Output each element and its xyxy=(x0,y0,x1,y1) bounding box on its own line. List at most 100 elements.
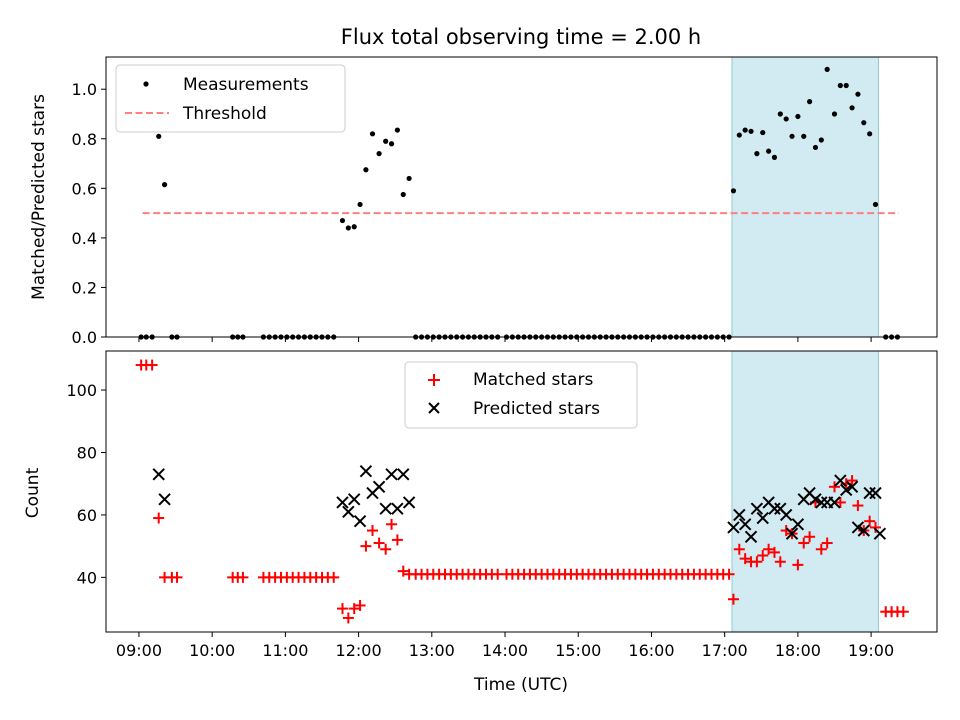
predicted-star-marker xyxy=(152,468,165,481)
predicted-star-marker xyxy=(158,493,171,506)
predicted-star-marker xyxy=(379,502,392,515)
matched-star-marker xyxy=(739,553,751,565)
y-tick-label: 40 xyxy=(77,568,97,587)
measurement-point xyxy=(156,133,162,139)
measurement-point xyxy=(376,151,382,157)
measurement-point xyxy=(872,201,879,208)
predicted-star-marker-b xyxy=(733,508,746,522)
predicted-star-marker-b xyxy=(391,502,404,515)
measurement-point xyxy=(766,148,772,154)
predicted-star-marker-b xyxy=(845,480,859,494)
measurement-point xyxy=(837,82,843,89)
predicted-star-marker xyxy=(791,518,805,531)
measurement-point xyxy=(849,105,855,111)
predicted-star-marker xyxy=(727,521,740,534)
predicted-star-marker xyxy=(768,502,781,515)
predicted-star-marker xyxy=(845,480,859,494)
top-shaded-region xyxy=(731,56,879,338)
matched-star-marker xyxy=(391,534,403,546)
matched-star-marker xyxy=(733,543,745,555)
y-tick-label: 60 xyxy=(77,506,97,525)
predicted-star-marker xyxy=(744,530,758,543)
legend-matched-label: Matched stars xyxy=(473,370,593,390)
predicted-star-marker-b xyxy=(152,468,165,481)
predicted-star-marker xyxy=(840,483,853,497)
matched-star-marker xyxy=(834,496,846,508)
matched-star-marker xyxy=(354,599,366,611)
predicted-star-marker-b xyxy=(738,518,752,531)
predicted-star-marker-b xyxy=(774,502,787,515)
measurement-point xyxy=(861,120,867,126)
matched-star-marker xyxy=(798,537,810,549)
matched-star-marker xyxy=(774,556,786,568)
legend-measurements-marker xyxy=(143,81,149,87)
predicted-star-marker-b xyxy=(803,486,816,500)
matched-star-marker xyxy=(757,550,769,562)
y-tick-label: 0.4 xyxy=(72,229,97,248)
matched-star-marker xyxy=(237,571,249,583)
matched-star-marker xyxy=(328,571,340,583)
predicted-star-marker-b xyxy=(873,527,887,540)
y-tick-label: 1.0 xyxy=(72,80,97,99)
measurement-point xyxy=(777,111,783,117)
predicted-star-marker-b xyxy=(158,493,171,506)
x-axis-label: Time (UTC) xyxy=(473,675,568,695)
predicted-star-marker-b xyxy=(379,502,392,515)
x-tick-label: 11:00 xyxy=(262,641,308,660)
top-y-ticks: 0.0 0.2 0.4 0.6 0.8 1.0 xyxy=(72,80,106,347)
matched-star-marker xyxy=(360,540,372,552)
bottom-panel: 40 60 80 100 09:00 10:00 11:00 12:00 13:00 14:00… xyxy=(23,350,938,695)
predicted-star-marker-b xyxy=(840,483,853,497)
predicted-star-marker-b xyxy=(768,502,781,515)
measurement-point xyxy=(760,129,766,136)
matched-star-marker xyxy=(171,571,183,583)
matched-star-marker xyxy=(723,568,735,580)
predicted-star-marker xyxy=(353,514,367,528)
bottom-legend-box xyxy=(404,361,638,429)
top-legend-box xyxy=(115,64,346,133)
measurement-point xyxy=(867,131,873,137)
measurement-point xyxy=(801,133,807,139)
x-tick-label: 15:00 xyxy=(555,641,601,660)
matched-star-marker xyxy=(864,515,876,527)
measurement-point xyxy=(351,224,357,230)
matched-star-marker xyxy=(846,475,858,487)
y-tick-label: 100 xyxy=(66,381,97,400)
x-tick-label: 14:00 xyxy=(482,641,528,660)
measurement-point xyxy=(783,116,789,122)
measurement-point xyxy=(771,154,778,160)
predicted-star-marker xyxy=(733,508,746,522)
predicted-star-marker xyxy=(779,508,793,522)
y-tick-label: 80 xyxy=(77,443,97,462)
predicted-star-marker-b xyxy=(828,496,841,509)
predicted-star-marker xyxy=(397,468,410,481)
legend-threshold-label: Threshold xyxy=(182,104,267,124)
predicted-star-marker xyxy=(750,502,764,515)
legend-predicted-marker xyxy=(428,402,440,414)
predicted-star-marker-b xyxy=(762,496,775,509)
measurement-point xyxy=(406,175,412,182)
measurement-point xyxy=(789,133,795,139)
predicted-star-marker-b xyxy=(397,468,410,481)
predicted-star-marker xyxy=(857,524,870,537)
measurement-point xyxy=(831,111,838,117)
predicted-star-marker xyxy=(391,502,404,515)
predicted-star-marker-b xyxy=(863,486,876,500)
measurement-point xyxy=(807,99,813,105)
matched-star-marker xyxy=(815,543,827,555)
measurement-point xyxy=(855,91,861,97)
matched-star-marker xyxy=(828,481,840,493)
predicted-star-marker-b xyxy=(727,521,740,534)
matched-star-marker xyxy=(821,537,833,549)
x-tick-label: 10:00 xyxy=(189,641,235,660)
matched-star-marker xyxy=(386,518,398,530)
measurement-point xyxy=(394,127,400,133)
measurement-point xyxy=(730,188,737,194)
predicted-star-marker-b xyxy=(834,474,847,487)
predicted-star-marker-b xyxy=(385,468,398,481)
top-legend: Measurements Threshold xyxy=(115,64,346,133)
predicted-star-marker-b xyxy=(336,496,349,509)
measurement-point xyxy=(843,82,849,89)
predicted-stars-points xyxy=(152,464,887,543)
